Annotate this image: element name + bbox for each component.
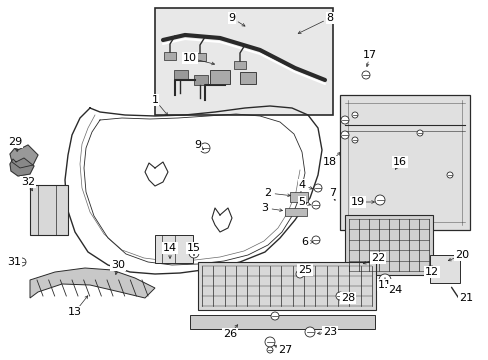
- Circle shape: [340, 131, 348, 139]
- Text: 8: 8: [326, 13, 333, 23]
- Circle shape: [311, 201, 319, 209]
- Bar: [194, 53, 205, 61]
- Circle shape: [266, 347, 272, 353]
- Circle shape: [425, 266, 433, 274]
- Bar: [198, 262, 375, 310]
- Bar: [194, 75, 207, 85]
- Circle shape: [351, 112, 357, 118]
- Text: 26: 26: [223, 329, 237, 339]
- Polygon shape: [10, 158, 34, 176]
- Bar: [289, 192, 307, 202]
- Circle shape: [264, 337, 274, 347]
- Circle shape: [305, 327, 314, 337]
- Bar: [339, 95, 469, 230]
- Circle shape: [311, 236, 319, 244]
- Bar: [163, 52, 176, 60]
- Circle shape: [361, 71, 369, 79]
- Bar: [285, 208, 306, 216]
- Text: 6: 6: [301, 237, 308, 247]
- Circle shape: [200, 143, 209, 153]
- Text: 16: 16: [392, 157, 406, 167]
- Text: 18: 18: [322, 157, 336, 167]
- Bar: [345, 215, 432, 275]
- Text: 9: 9: [194, 140, 201, 150]
- Text: 20: 20: [454, 250, 468, 260]
- Text: 2: 2: [264, 188, 271, 198]
- Circle shape: [270, 312, 279, 320]
- Circle shape: [374, 195, 384, 205]
- Text: 21: 21: [458, 293, 472, 303]
- Circle shape: [295, 270, 304, 278]
- Text: 13: 13: [68, 307, 82, 317]
- Bar: [190, 315, 374, 329]
- Circle shape: [313, 184, 321, 192]
- Bar: [155, 235, 193, 263]
- Text: 14: 14: [163, 243, 177, 253]
- Bar: [429, 255, 459, 283]
- Text: 3: 3: [261, 203, 268, 213]
- Bar: [174, 70, 187, 80]
- Text: 7: 7: [329, 188, 336, 198]
- Circle shape: [340, 116, 348, 124]
- Circle shape: [416, 130, 422, 136]
- Bar: [30, 185, 68, 235]
- Circle shape: [189, 248, 199, 258]
- Polygon shape: [10, 145, 38, 168]
- Text: 24: 24: [387, 285, 401, 295]
- Circle shape: [18, 258, 26, 266]
- Text: 4: 4: [298, 180, 305, 190]
- Text: 1: 1: [151, 95, 158, 105]
- Text: 25: 25: [297, 265, 311, 275]
- Text: 15: 15: [186, 243, 201, 253]
- Text: 28: 28: [340, 293, 354, 303]
- Text: 31: 31: [7, 257, 21, 267]
- Text: 5: 5: [298, 197, 305, 207]
- Circle shape: [446, 172, 452, 178]
- Bar: [155, 8, 332, 115]
- Text: 10: 10: [183, 53, 197, 63]
- Bar: [209, 70, 229, 84]
- Text: 11: 11: [377, 280, 391, 290]
- Circle shape: [351, 137, 357, 143]
- Polygon shape: [30, 268, 155, 298]
- Bar: [234, 61, 245, 69]
- Text: 32: 32: [21, 177, 35, 187]
- Bar: [240, 72, 256, 84]
- Circle shape: [378, 274, 390, 286]
- Text: 22: 22: [370, 253, 385, 263]
- Text: 9: 9: [228, 13, 235, 23]
- Text: 27: 27: [277, 345, 291, 355]
- Text: 17: 17: [362, 50, 376, 60]
- Circle shape: [335, 292, 343, 300]
- Text: 29: 29: [8, 137, 22, 147]
- Text: 30: 30: [111, 260, 125, 270]
- Text: 12: 12: [424, 267, 438, 277]
- Text: 23: 23: [322, 327, 336, 337]
- Text: 19: 19: [350, 197, 365, 207]
